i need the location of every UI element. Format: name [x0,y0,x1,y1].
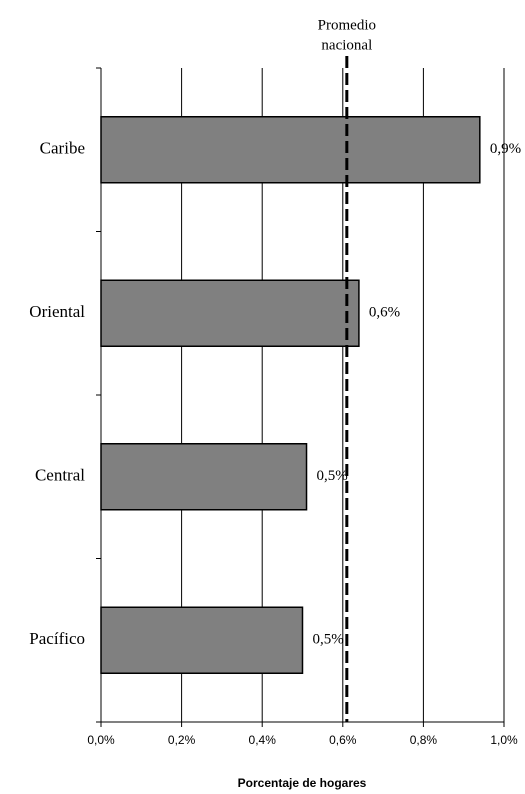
y-tick-label: Pacífico [29,629,85,648]
bar [100,606,304,674]
bar [100,443,308,511]
x-tick-label: 0,0% [87,733,115,747]
x-tick-label: 0,6% [329,733,357,747]
bar [100,279,360,347]
x-tick-label: 0,4% [249,733,277,747]
y-tick-label: Central [35,466,85,485]
value-label: 0,6% [369,305,400,321]
value-label: 0,5% [313,632,344,648]
reference-label: nacional [321,37,372,53]
x-tick-label: 1,0% [490,733,518,747]
value-label: 0,9% [490,141,521,157]
x-axis-title: Porcentaje de hogares [238,776,367,790]
x-tick-label: 0,8% [410,733,438,747]
x-tick-label: 0,2% [168,733,196,747]
bar [100,116,481,184]
reference-label: Promedio [318,17,376,33]
value-label: 0,5% [317,468,348,484]
y-tick-label: Caribe [40,139,85,158]
y-tick-label: Oriental [29,302,85,321]
